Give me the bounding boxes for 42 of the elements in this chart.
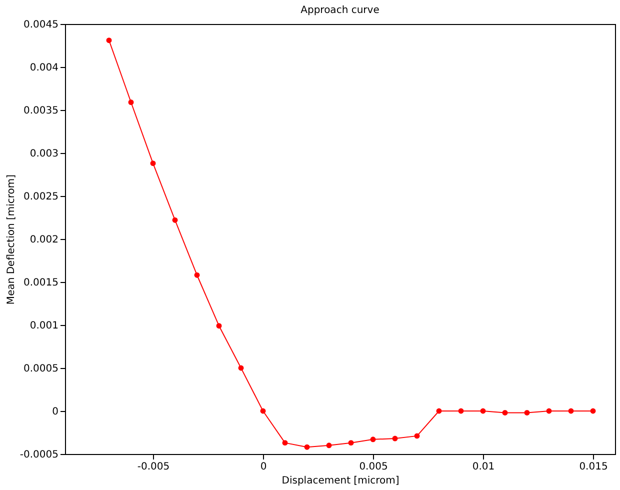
point	[216, 323, 222, 329]
y-tick-label: 0.001	[30, 320, 58, 332]
point	[238, 365, 244, 371]
x-tick-label: 0	[260, 462, 267, 472]
point	[260, 408, 266, 414]
x-axis-title: Displacement [microm]	[282, 476, 400, 486]
point	[326, 442, 332, 448]
y-tick-label: 0.0005	[24, 364, 58, 374]
point	[524, 410, 530, 416]
x-tick-label: 0.005	[359, 462, 388, 472]
point	[392, 436, 398, 442]
point	[568, 408, 574, 414]
y-axis-title: Mean Deflection [microm]	[6, 174, 17, 305]
point	[282, 440, 288, 446]
x-tick-label: -0.005	[137, 462, 170, 472]
point	[436, 408, 442, 414]
point	[172, 217, 178, 223]
point	[546, 408, 552, 414]
point	[304, 444, 310, 450]
point	[502, 410, 508, 416]
y-tick-label: 0.0015	[24, 278, 58, 288]
point	[414, 433, 420, 439]
y-tick-label: 0.0035	[24, 106, 58, 116]
point	[480, 408, 486, 414]
x-tick-label: 0.015	[579, 462, 608, 472]
point	[106, 38, 112, 44]
point	[590, 408, 596, 414]
point	[370, 436, 376, 442]
point	[348, 440, 354, 446]
point	[150, 160, 156, 166]
y-tick-label: 0.003	[30, 148, 58, 160]
point	[128, 100, 134, 105]
y-tick-label: 0.0025	[24, 192, 58, 202]
y-tick-label: 0.004	[30, 62, 58, 74]
y-tick-label: 0.002	[30, 234, 58, 246]
y-tick-label: 0.0045	[24, 20, 58, 30]
y-tick-label: 0	[52, 406, 58, 418]
y-tick-label: -0.0005	[20, 450, 58, 460]
chart-title: Approach curve	[300, 5, 380, 16]
x-tick-label: 0.01	[472, 462, 495, 472]
point	[194, 272, 200, 278]
point	[458, 408, 464, 414]
